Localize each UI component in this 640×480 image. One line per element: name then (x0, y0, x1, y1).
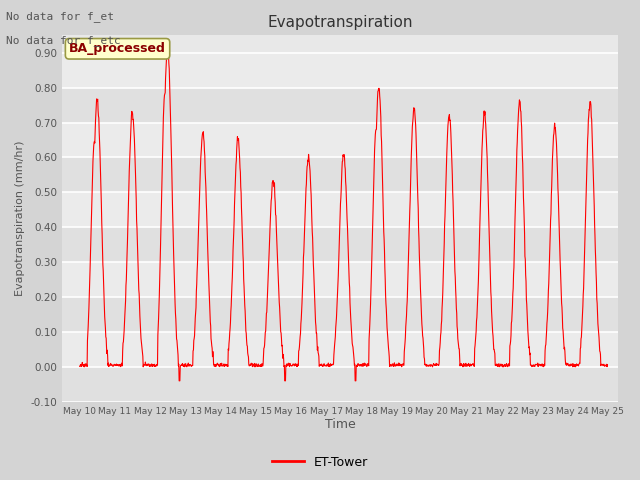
Bar (62, 262, 618, 297)
Bar (62, 332, 618, 367)
Bar (62, 367, 618, 402)
Bar (62, 53, 618, 88)
Bar (62, 157, 618, 192)
Y-axis label: Evapotranspiration (mm/hr): Evapotranspiration (mm/hr) (15, 141, 25, 296)
X-axis label: Time: Time (324, 419, 355, 432)
Bar (62, 88, 618, 122)
Bar (62, 297, 618, 332)
Bar (62, 227, 618, 262)
Bar (62, 192, 618, 227)
Title: Evapotranspiration: Evapotranspiration (268, 15, 413, 30)
Text: BA_processed: BA_processed (69, 42, 166, 55)
Legend: ET-Tower: ET-Tower (268, 451, 372, 474)
Bar (62, 122, 618, 157)
Text: No data for f_etc: No data for f_etc (6, 35, 121, 46)
Text: No data for f_et: No data for f_et (6, 11, 115, 22)
